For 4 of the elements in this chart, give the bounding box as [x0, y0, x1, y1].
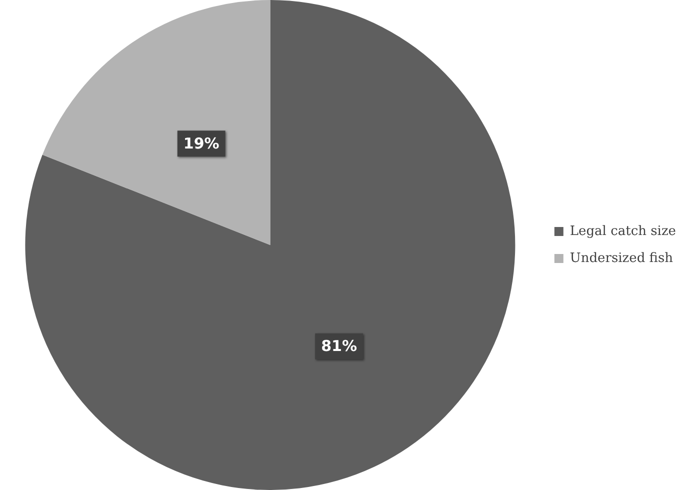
legend-label: Undersized fish	[570, 250, 674, 266]
legend-label: Legal catch size	[570, 224, 676, 239]
data-label: 81%	[321, 337, 358, 356]
data-label: 19%	[183, 134, 220, 153]
